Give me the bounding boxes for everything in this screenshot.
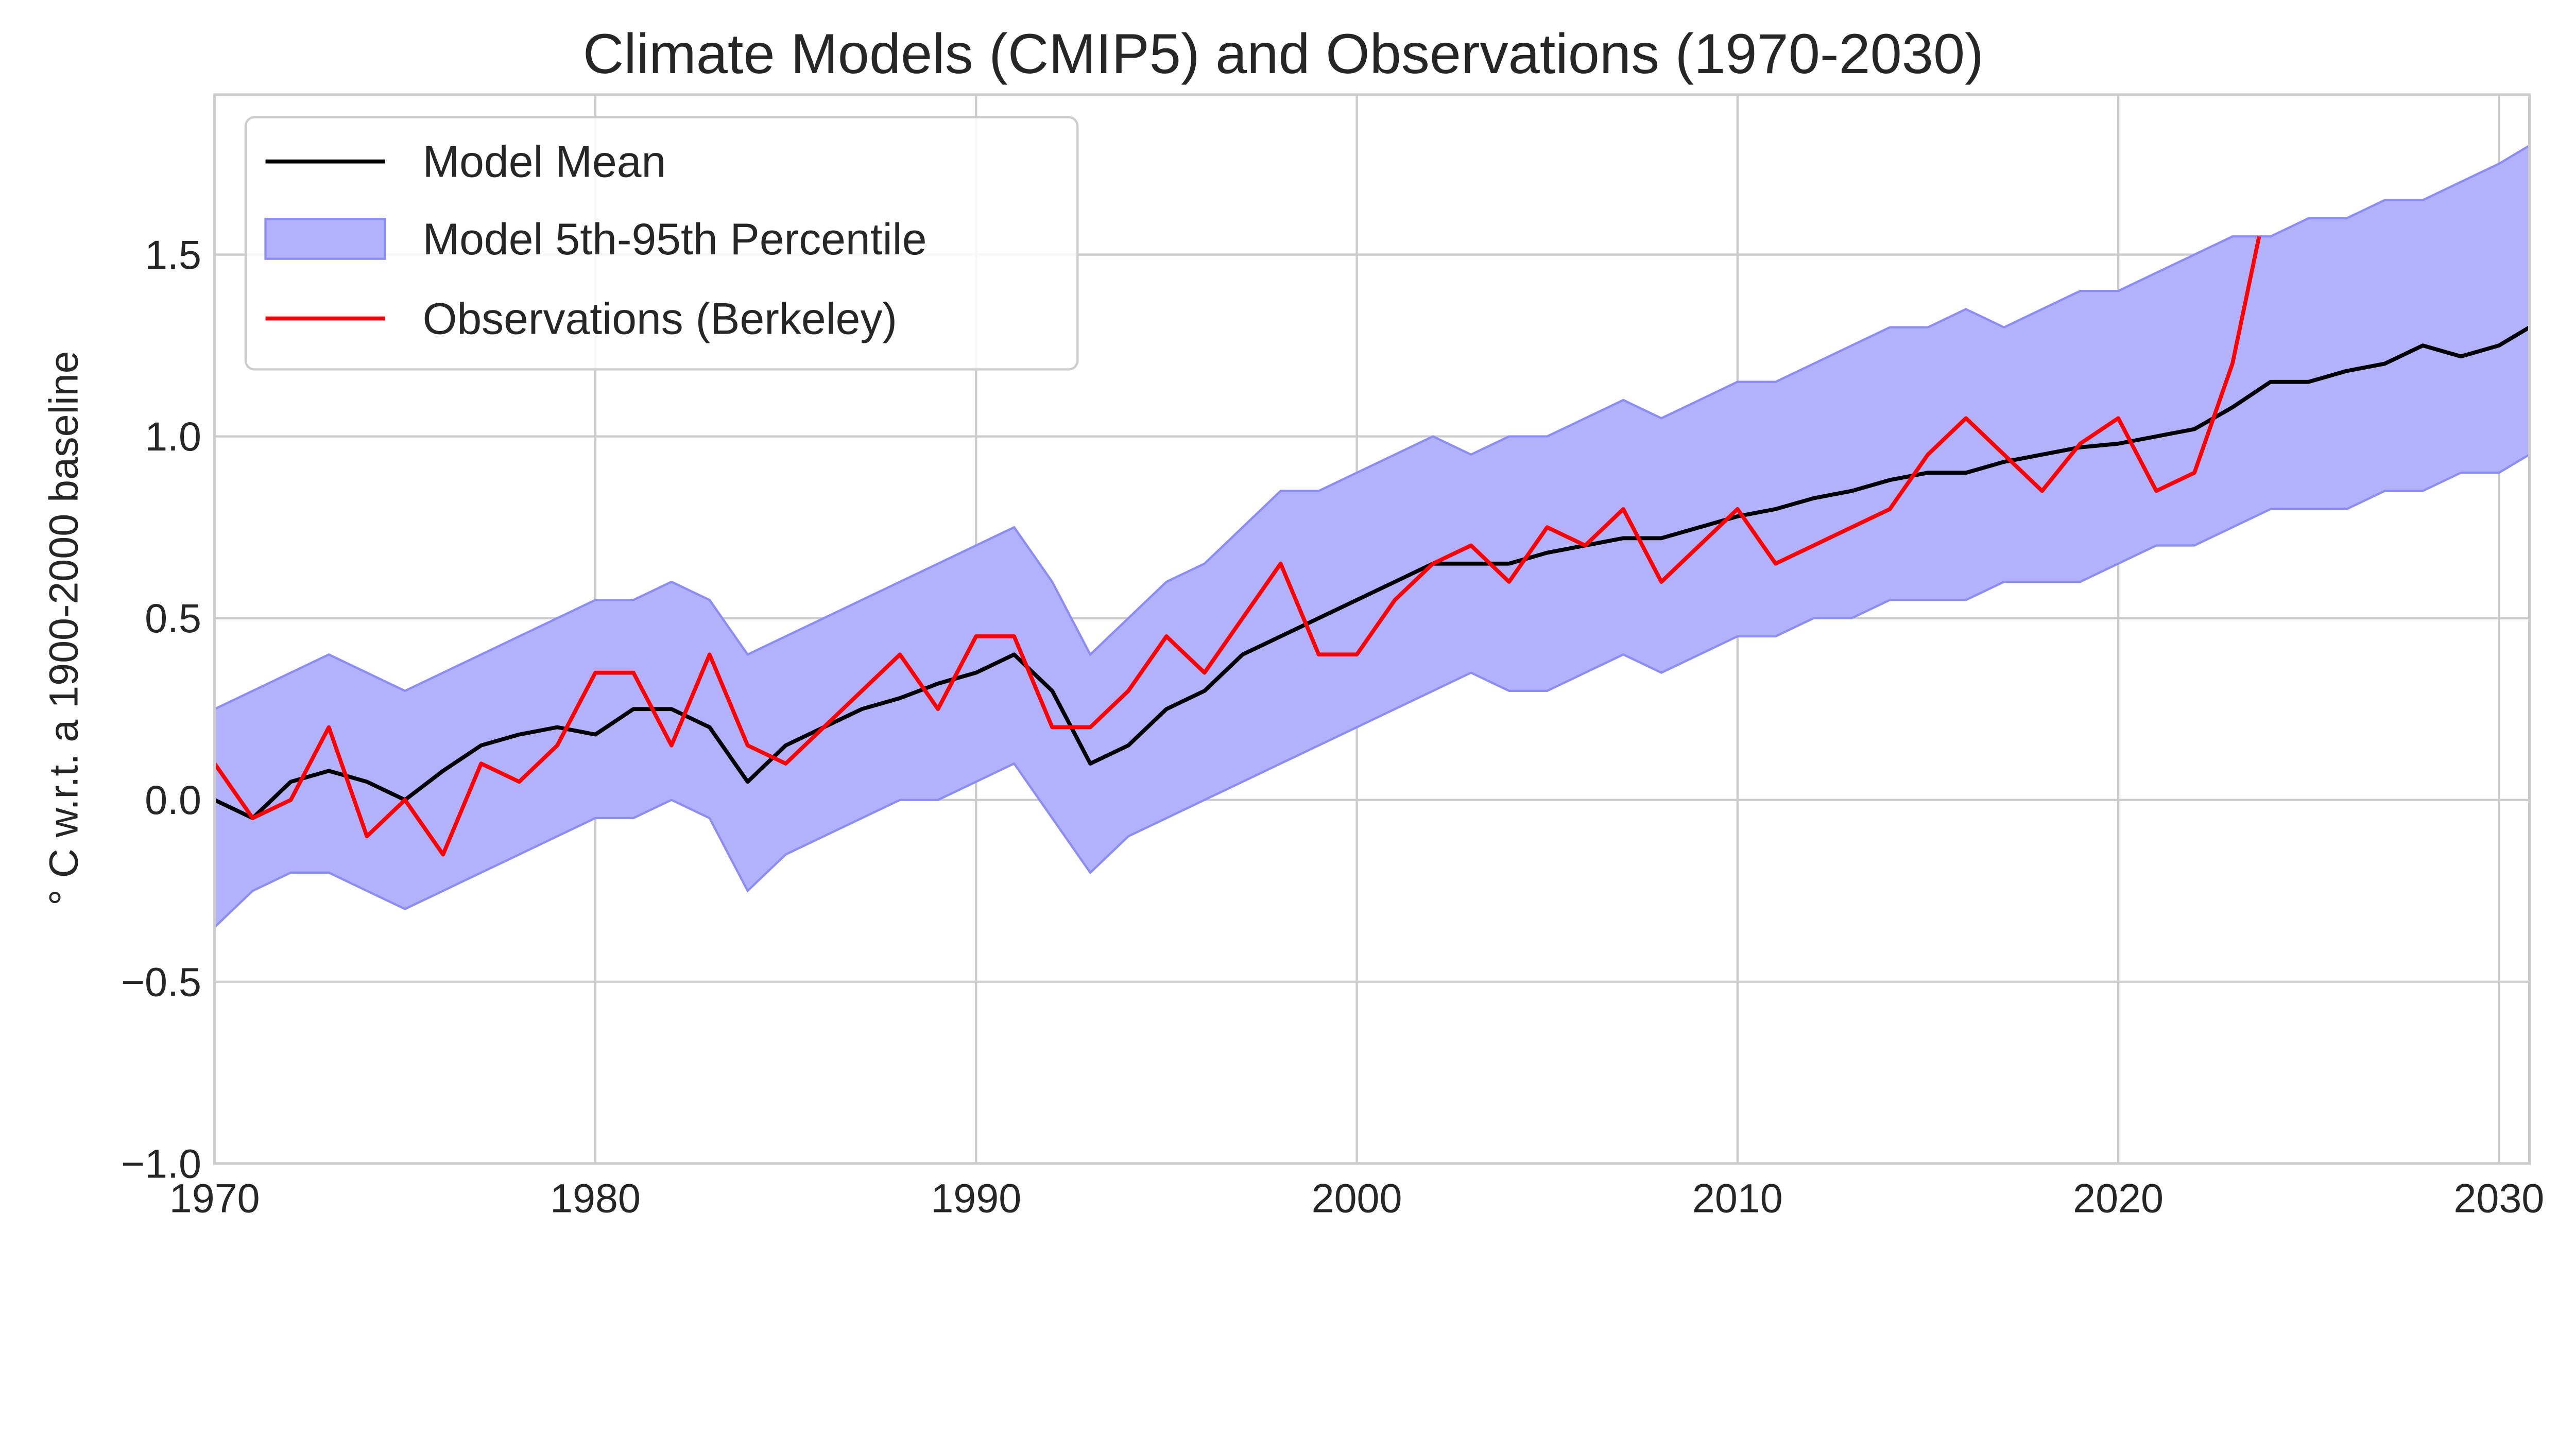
observations-line — [213, 236, 2261, 857]
x-tick-label: 1970 — [169, 1175, 260, 1221]
y-axis-label: ° C w.r.t. a 1900-2000 baseline — [40, 351, 86, 905]
legend-mean-label: Model Mean — [423, 137, 666, 187]
chart-title: Climate Models (CMIP5) and Observations … — [583, 22, 1984, 85]
x-tick-label: 2030 — [2453, 1175, 2544, 1221]
y-tick-label: 0.0 — [145, 777, 201, 823]
axes-frame — [213, 93, 2531, 1165]
ticks: 1970 1980 1990 2000 2010 2020 2030 −1.0 −0.5 0.0 0… — [121, 232, 2544, 1221]
model-mean-line — [214, 325, 2531, 820]
x-tick-label: 2020 — [2073, 1175, 2164, 1221]
legend-box — [244, 116, 1079, 371]
legend-obs-label: Observations (Berkeley) — [423, 294, 897, 344]
x-tick-label: 2000 — [1312, 1175, 1402, 1221]
y-tick-label: 1.0 — [145, 413, 201, 459]
y-tick-label: 1.5 — [145, 232, 201, 278]
x-tick-label: 1980 — [550, 1175, 641, 1221]
x-tick-label: 1990 — [931, 1175, 1021, 1221]
x-tick-label: 2010 — [1692, 1175, 1783, 1221]
legend-band-label: Model 5th-95th Percentile — [423, 215, 927, 264]
legend-band-swatch — [264, 218, 386, 260]
chart: Climate Models (CMIP5) and Observations … — [40, 22, 2544, 1221]
y-tick-label: −1.0 — [121, 1140, 201, 1186]
legend: Model Mean Model 5th-95th Percentile Obs… — [244, 116, 1079, 371]
y-tick-label: 0.5 — [145, 595, 201, 641]
y-tick-label: −0.5 — [121, 959, 201, 1004]
